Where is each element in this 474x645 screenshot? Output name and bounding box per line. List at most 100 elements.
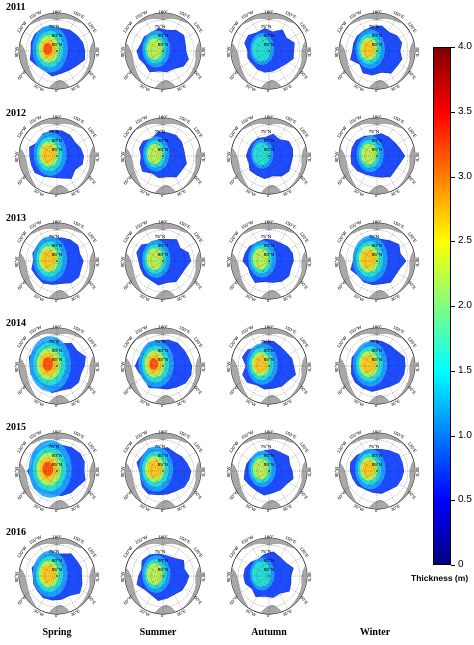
meridian-line [376,260,410,281]
map-label-lon_30W: 30°W [245,503,258,513]
map-2011-autumn: 180° 150°W 150°E 120°W 120°E 90°W 90°E 60°W 60°E… [226,9,312,93]
meridian-line [249,123,270,157]
map-label-lon_30W: 30°W [353,398,366,408]
map-label-lon_90E: 90°E [201,152,206,162]
meridian-line [268,575,302,596]
map-label-lon_150W: 150°W [134,429,149,440]
meridian-line [56,136,90,157]
map-label-lon_150W: 150°W [348,219,363,230]
map-label-lon_0: 0° [55,88,60,93]
map-label-lon_60W: 60°W [122,489,133,501]
map-label-lon_30E: 30°E [70,503,81,512]
meridian-line [162,470,196,491]
meridian-line [130,556,164,577]
map-label-lon_60W: 60°W [336,174,347,186]
map-label-lon_0: 0° [55,403,60,408]
map-label-lon_150E: 150°E [284,535,297,545]
meridian-line [56,556,90,577]
map-label-lon_90E: 90°E [95,362,100,372]
map-label-lon_60E: 60°E [299,280,309,291]
meridian-line [162,228,183,262]
meridian-line [249,260,270,294]
map-label-lat_75: 75°N [261,339,272,345]
map-label-lon_180: 180° [158,535,168,540]
map-label-lon_120E: 120°E [193,21,204,34]
map-label-lat_80: 80°N [372,453,383,459]
meridian-line [162,451,196,472]
map-label-lon_180: 180° [372,220,382,225]
map-label-lon_60W: 60°W [16,594,27,606]
meridian-line [56,438,77,472]
map-label-lon_60W: 60°W [228,594,239,606]
meridian-line [344,31,378,52]
meridian-line [344,470,378,491]
thickness-zone [41,145,55,163]
map-label-lat_80: 80°N [372,138,383,144]
meridian-line [344,241,378,262]
meridian-line [376,470,397,504]
map-label-lon_60W: 60°W [228,279,239,291]
map-label-lat_80: 80°N [264,33,275,39]
meridian-line [357,365,378,399]
meridian-line [376,260,397,294]
meridian-line [376,31,410,52]
map-label-lon_60W: 60°W [122,384,133,396]
thickness-zone [362,41,375,57]
map-label-lon_90E: 90°E [95,257,100,267]
map-label-lon_90W: 90°W [14,466,19,478]
meridian-line [56,155,90,176]
meridian-line [268,470,289,504]
map-label-lon_180: 180° [158,115,168,120]
meridian-line [162,543,183,577]
map-label-lon_0: 0° [375,508,380,513]
thickness-zone [43,43,53,55]
map-label-lon_120E: 120°E [87,126,98,139]
map-label-lon_60W: 60°W [122,174,133,186]
map-label-lon_90E: 90°E [95,467,100,477]
meridian-line [143,575,164,609]
year-label-2011: 2011 [6,2,26,13]
map-label-lon_90W: 90°W [14,361,19,373]
map-label-lon_60E: 60°E [193,490,203,501]
map-label-lon_30E: 30°E [282,608,293,617]
map-label-lat_80: 80°N [372,348,383,354]
map-label-lon_150W: 150°W [240,429,255,440]
map-label-lat_75: 75°N [49,549,60,555]
map-label-lon_120E: 120°E [299,546,310,559]
map-label-lon_0: 0° [375,403,380,408]
map-label-lat_75: 75°N [49,129,60,135]
map-label-lon_30E: 30°E [282,398,293,407]
map-label-lon_150E: 150°E [178,535,191,545]
meridian-line [268,50,302,71]
map-label-lat_85: 85°N [158,462,169,468]
colorbar-tick-label: 4.0 [458,41,472,52]
map-label-lat_85: 85°N [158,147,169,153]
meridian-line [249,365,270,399]
meridian-line [236,470,270,491]
meridian-line [344,155,378,176]
meridian-line [143,228,164,262]
meridian-line [162,260,183,294]
meridian-line [268,365,302,386]
meridian-line [357,333,378,367]
thickness-zone [42,357,53,371]
map-label-lon_90W: 90°W [334,46,339,58]
meridian-line [56,365,77,399]
meridian-line [249,333,270,367]
map-label-lon_150E: 150°E [72,535,85,545]
meridian-line [268,575,289,609]
meridian-line [268,556,302,577]
map-label-lon_0: 0° [161,298,166,303]
meridian-line [268,346,302,367]
map-label-lon_60E: 60°E [87,175,97,186]
map-label-lat_80: 80°N [158,138,169,144]
thickness-zone [252,142,271,166]
thickness-zone [42,461,54,477]
meridian-line [162,31,196,52]
map-label-lat_85: 85°N [52,357,63,363]
map-label-lon_180: 180° [264,115,274,120]
